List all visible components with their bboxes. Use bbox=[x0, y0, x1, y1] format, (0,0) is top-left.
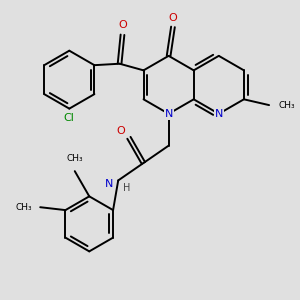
Text: Cl: Cl bbox=[64, 113, 75, 123]
Text: N: N bbox=[105, 178, 113, 188]
Text: O: O bbox=[118, 20, 127, 30]
Text: N: N bbox=[164, 109, 173, 119]
Text: CH₃: CH₃ bbox=[278, 100, 295, 109]
Text: O: O bbox=[116, 126, 125, 136]
Text: H: H bbox=[123, 183, 131, 193]
Text: CH₃: CH₃ bbox=[67, 154, 83, 163]
Text: N: N bbox=[214, 109, 223, 119]
Text: CH₃: CH₃ bbox=[15, 203, 32, 212]
Text: O: O bbox=[169, 13, 177, 22]
